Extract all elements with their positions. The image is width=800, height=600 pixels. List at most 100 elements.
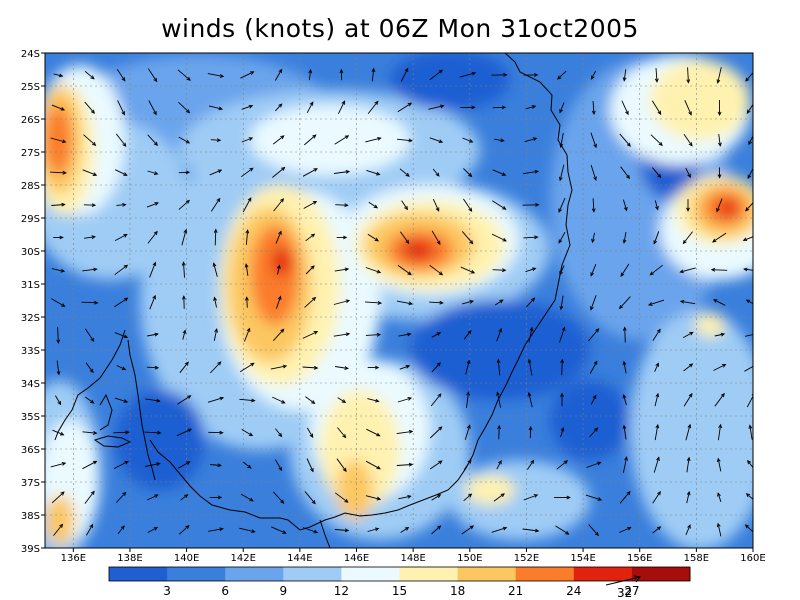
wind-arrow bbox=[365, 332, 382, 337]
wind-arrow bbox=[718, 555, 721, 571]
inland-boundary-line bbox=[54, 329, 126, 441]
wind-arrow bbox=[145, 462, 161, 467]
wind-arrow bbox=[53, 73, 64, 78]
wind-arrow bbox=[86, 523, 94, 536]
wind-arrow bbox=[114, 297, 129, 308]
wind-arrow bbox=[522, 528, 540, 533]
lat-tick-label: 28S bbox=[21, 181, 40, 192]
wind-arrow bbox=[431, 230, 441, 246]
wind-arrow bbox=[86, 559, 93, 566]
wind-arrow bbox=[302, 331, 319, 339]
wind-arrow bbox=[588, 328, 600, 342]
colorbar-swatch bbox=[109, 567, 168, 581]
wind-arrow bbox=[273, 491, 285, 504]
wind-arrow bbox=[240, 167, 254, 178]
wind-arrow bbox=[50, 461, 67, 468]
wind-arrow bbox=[147, 332, 159, 337]
wind-arrow bbox=[149, 261, 157, 278]
wind-arrow bbox=[619, 490, 631, 504]
wind-arrow bbox=[334, 492, 349, 503]
wind-arrow bbox=[271, 526, 287, 534]
wind-arrow bbox=[82, 460, 98, 470]
lat-tick-label: 24S bbox=[21, 49, 40, 60]
colorbar-swatch bbox=[167, 567, 226, 581]
wind-arrow bbox=[716, 522, 722, 537]
wind-arrow bbox=[302, 365, 319, 370]
wind-arrow bbox=[208, 105, 224, 111]
wind-arrow bbox=[431, 494, 442, 501]
wind-arrow bbox=[460, 266, 476, 274]
wind-arrow bbox=[56, 360, 61, 376]
wind-arrow bbox=[466, 391, 471, 408]
wind-arrow bbox=[589, 360, 598, 374]
wind-arrow bbox=[556, 460, 569, 470]
wind-arrow bbox=[274, 68, 283, 81]
wind-arrow bbox=[84, 101, 95, 114]
wind-arrow bbox=[207, 396, 225, 403]
lat-tick-label: 26S bbox=[21, 115, 40, 126]
wind-arrow bbox=[528, 425, 533, 439]
wind-arrow bbox=[149, 294, 156, 310]
wind-arrow bbox=[367, 527, 380, 532]
wind-arrow bbox=[115, 169, 128, 176]
east-coast-line bbox=[149, 53, 573, 531]
wind-arrow bbox=[558, 197, 566, 213]
wind-arrow bbox=[370, 558, 377, 567]
wind-arrow bbox=[334, 267, 350, 272]
wind-arrow bbox=[239, 362, 255, 373]
wind-arrow bbox=[496, 327, 503, 342]
wind-arrow bbox=[368, 201, 379, 209]
wind-arrow bbox=[622, 326, 627, 343]
wind-arrow bbox=[333, 169, 351, 174]
wind-arrow bbox=[649, 264, 663, 276]
wind-arrow bbox=[430, 393, 442, 407]
wind-arrow bbox=[333, 299, 351, 305]
wind-arrow bbox=[459, 71, 477, 78]
wind-arrow bbox=[745, 493, 753, 500]
wind-arrow bbox=[212, 262, 218, 277]
wind-arrow bbox=[496, 358, 501, 376]
wind-arrow bbox=[116, 365, 127, 370]
wind-arrow bbox=[335, 366, 349, 370]
wind-arrow bbox=[50, 170, 67, 175]
wind-arrow bbox=[305, 233, 316, 242]
wind-arrow bbox=[177, 69, 191, 81]
wind-arrow bbox=[523, 494, 539, 501]
plot-frame bbox=[44, 52, 754, 549]
wind-arrow bbox=[302, 168, 318, 177]
wind-arrow bbox=[337, 427, 347, 439]
wind-arrow bbox=[461, 231, 474, 245]
wind-arrow bbox=[429, 264, 444, 276]
lon-tick-label: 140E bbox=[174, 553, 199, 564]
wind-arrow bbox=[209, 495, 223, 500]
wind-arrow bbox=[83, 203, 97, 208]
wind-arrow bbox=[717, 167, 722, 179]
wind-arrow bbox=[620, 263, 630, 277]
wind-arrow bbox=[208, 527, 224, 532]
wind-arrow bbox=[397, 397, 413, 403]
wind-arrow bbox=[491, 72, 508, 77]
wind-arrow bbox=[654, 392, 660, 407]
wind-arrow bbox=[244, 296, 249, 308]
wind-arrow bbox=[213, 228, 218, 246]
colorbar-frame bbox=[108, 566, 691, 582]
wind-arrow bbox=[179, 361, 189, 374]
colorbar-swatch bbox=[283, 567, 342, 581]
wind-arrow bbox=[396, 300, 414, 306]
wind-arrow bbox=[622, 456, 628, 473]
wind-arrow bbox=[84, 490, 95, 504]
colorbar-label: 21 bbox=[508, 584, 523, 598]
wind-arrow bbox=[50, 137, 67, 144]
wind-arrow bbox=[182, 329, 187, 340]
wind-arrow bbox=[272, 166, 286, 178]
wind-arrow bbox=[113, 460, 129, 470]
wind-arrow bbox=[714, 332, 726, 337]
wind-arrow bbox=[51, 491, 65, 504]
wind-arrow bbox=[55, 395, 62, 406]
colorbar-label: 15 bbox=[392, 584, 407, 598]
wind-arrow bbox=[554, 495, 571, 500]
wind-arrow bbox=[240, 493, 254, 502]
wind-arrow bbox=[336, 235, 348, 240]
wind-arrow bbox=[497, 424, 502, 440]
wind-arrow bbox=[51, 268, 66, 273]
